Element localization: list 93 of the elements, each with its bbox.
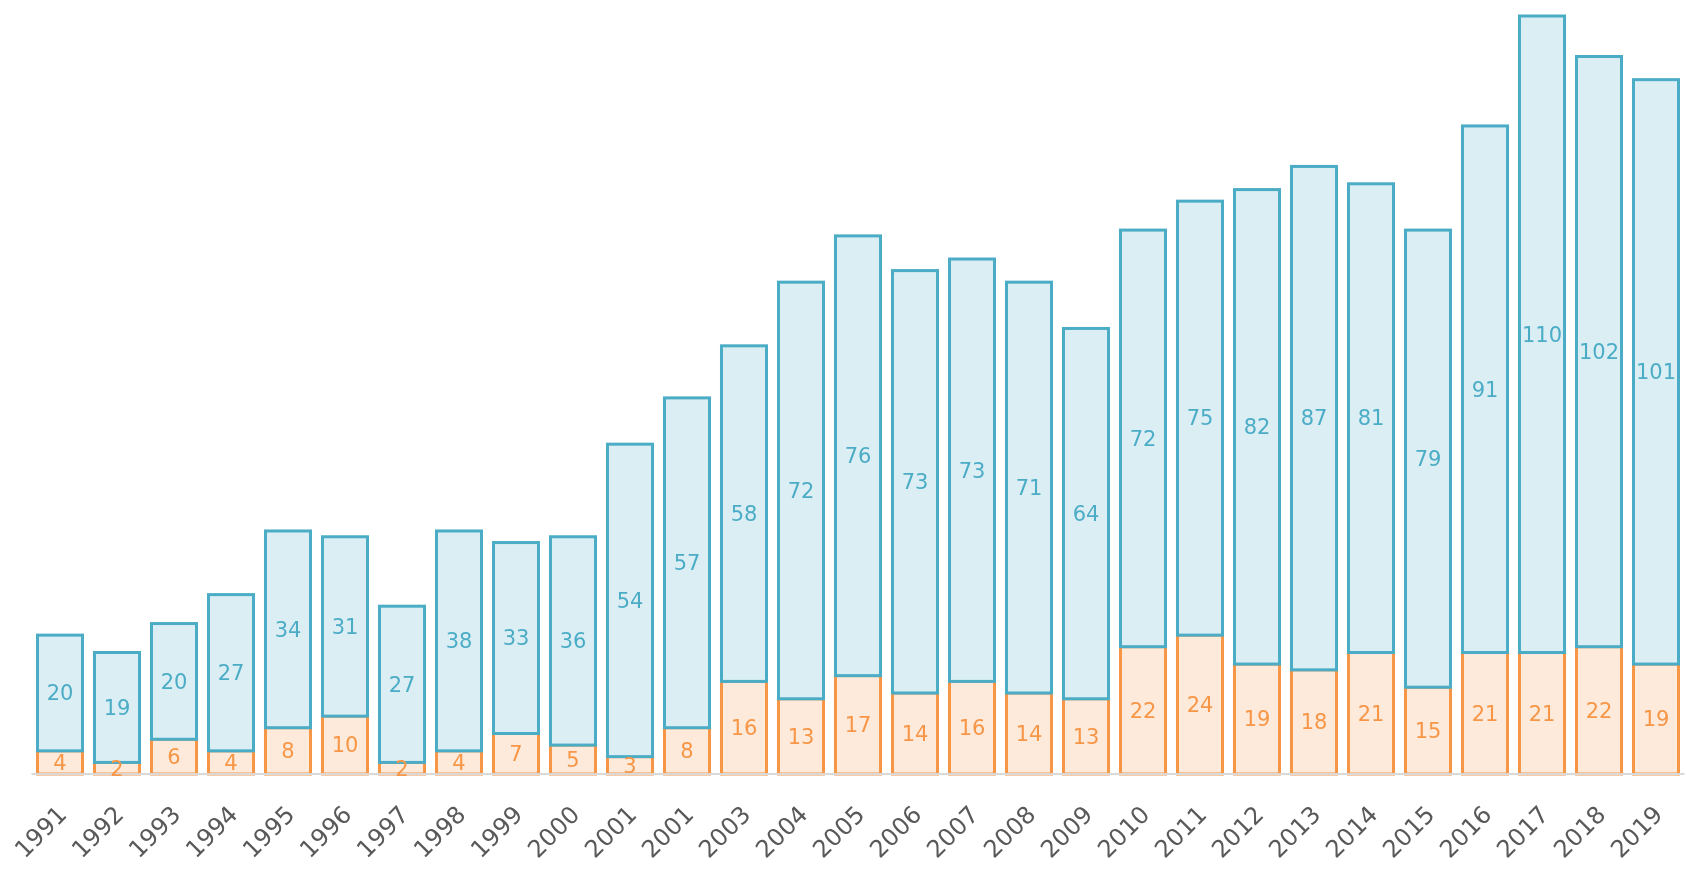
bar — [263, 529, 313, 730]
bar — [1574, 645, 1624, 776]
data-label: 16 — [958, 716, 986, 741]
bar — [1118, 228, 1168, 649]
bar — [206, 593, 256, 753]
data-label: 4 — [224, 750, 238, 775]
data-label: 64 — [1072, 501, 1100, 526]
data-label: 27 — [217, 661, 245, 686]
bar — [833, 234, 883, 678]
data-label: 13 — [787, 724, 815, 749]
bar — [149, 622, 199, 741]
bar — [1004, 691, 1054, 776]
bar — [1289, 668, 1339, 776]
data-label: 15 — [1414, 718, 1442, 743]
data-label: 101 — [1635, 360, 1677, 385]
data-label: 110 — [1521, 322, 1563, 347]
data-label: 82 — [1243, 415, 1271, 440]
data-label: 14 — [901, 721, 929, 746]
data-label: 16 — [730, 716, 758, 741]
bar — [833, 674, 883, 776]
data-label: 22 — [1585, 698, 1613, 723]
data-label: 17 — [844, 713, 872, 738]
bar — [548, 535, 598, 747]
data-label: 22 — [1129, 698, 1157, 723]
data-label: 54 — [616, 588, 644, 613]
bar — [662, 396, 712, 730]
bar — [605, 442, 655, 759]
data-label: 19 — [103, 695, 131, 720]
data-label: 79 — [1414, 447, 1442, 471]
data-label: 19 — [1243, 707, 1271, 732]
bar — [776, 280, 826, 701]
bar — [1289, 164, 1339, 672]
data-label: 20 — [46, 681, 74, 706]
data-label: 33 — [502, 626, 530, 651]
data-label: 72 — [1129, 426, 1157, 451]
bar — [1061, 697, 1111, 776]
data-label: 73 — [958, 458, 986, 483]
bar — [890, 691, 940, 776]
data-label: 24 — [1186, 692, 1214, 717]
bar — [1346, 182, 1396, 654]
data-label: 2 — [395, 756, 409, 781]
data-label: 81 — [1357, 406, 1385, 431]
bar — [1061, 326, 1111, 701]
data-label: 72 — [787, 478, 815, 503]
data-label: 38 — [445, 629, 473, 654]
data-label: 102 — [1578, 339, 1620, 364]
data-label: 31 — [331, 614, 359, 639]
bar — [1175, 199, 1225, 637]
data-label: 71 — [1015, 475, 1043, 500]
bar — [1004, 280, 1054, 695]
bar — [434, 529, 484, 753]
data-label: 20 — [160, 669, 188, 694]
data-label: 4 — [53, 750, 67, 775]
data-label: 21 — [1528, 701, 1556, 726]
bar — [1403, 228, 1453, 689]
bar — [1118, 645, 1168, 776]
data-label: 34 — [274, 617, 302, 642]
bar — [1460, 124, 1510, 654]
data-label: 27 — [388, 672, 416, 697]
data-label: 57 — [673, 551, 701, 576]
bar — [491, 541, 541, 735]
data-label: 18 — [1300, 710, 1328, 735]
bar — [776, 697, 826, 776]
data-label: 36 — [559, 629, 587, 654]
bar — [320, 535, 370, 718]
data-label: 14 — [1015, 721, 1043, 746]
bar — [1232, 188, 1282, 666]
data-label: 58 — [730, 501, 758, 526]
data-label: 4 — [452, 750, 466, 775]
bar — [1517, 14, 1567, 654]
data-label: 73 — [901, 470, 929, 495]
data-label: 91 — [1471, 377, 1499, 402]
data-label: 7 — [509, 742, 523, 767]
data-label: 75 — [1186, 406, 1214, 431]
bar — [35, 633, 85, 753]
bar — [947, 257, 997, 683]
data-label: 87 — [1300, 406, 1328, 431]
bar — [890, 269, 940, 695]
data-label: 8 — [680, 739, 694, 764]
bar — [1631, 78, 1681, 666]
bar — [1574, 55, 1624, 649]
data-label: 2 — [110, 756, 124, 781]
bar — [719, 344, 769, 683]
data-label: 10 — [331, 733, 359, 758]
data-label: 21 — [1471, 701, 1499, 726]
data-label: 19 — [1642, 707, 1670, 732]
data-label: 6 — [167, 744, 181, 769]
data-label: 8 — [281, 739, 295, 764]
data-label: 5 — [566, 747, 580, 772]
data-label: 21 — [1357, 701, 1385, 726]
data-label: 76 — [844, 444, 872, 469]
data-label: 13 — [1072, 724, 1100, 749]
data-label: 3 — [623, 753, 637, 778]
